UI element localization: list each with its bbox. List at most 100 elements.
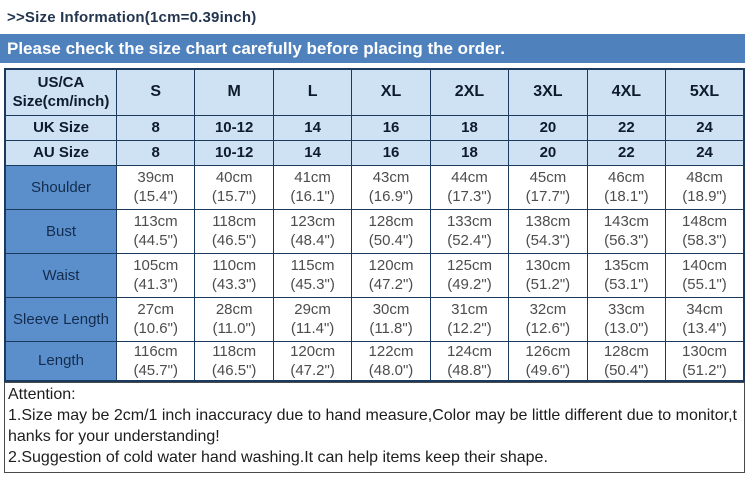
measurement-cell: 118cm (46.5") — [194, 340, 274, 381]
measurement-inch-value: (18.1") — [604, 188, 649, 205]
measurement-inch-value: (15.4") — [133, 188, 178, 205]
measurement-inch-value: (44.5") — [133, 232, 178, 249]
measurement-inch-value: (45.3") — [290, 276, 335, 293]
measurement-cell: 41cm (16.1") — [272, 164, 353, 210]
size-column-header: XL — [351, 68, 431, 116]
region-size-row: UK Size 8 10-12 14 16 18 20 22 24 — [4, 114, 745, 141]
size-column-header: 5XL — [665, 68, 745, 116]
measurement-cell: 30cm (11.8") — [351, 296, 431, 342]
measurement-row: Length 116cm (45.7") 118cm (46.5") 120cm (47.2… — [4, 340, 745, 381]
size-table-body: UK Size 8 10-12 14 16 18 20 22 24 AU Size 8 10-12 14… — [4, 114, 745, 381]
measurement-cm-value: 116cm — [133, 342, 178, 360]
measurement-inch-value: (10.6") — [133, 320, 178, 337]
measurement-cell: 34cm (13.4") — [665, 296, 745, 342]
region-size-cell: 8 — [115, 114, 196, 141]
measurement-inch-value: (11.4") — [290, 320, 335, 337]
attention-note-1: 1.Size may be 2cm/1 inch inaccuracy due … — [8, 406, 737, 445]
measurement-cell: 39cm (15.4") — [115, 164, 196, 210]
measurement-inch-value: (48.4") — [290, 232, 335, 249]
measurement-cm-value: 130cm — [525, 257, 571, 274]
measurement-cm-value: 128cm — [368, 213, 414, 230]
measurement-cm-value: 130cm — [682, 342, 728, 360]
corner-header-line: US/CA — [37, 74, 85, 92]
measurement-cm-value: 133cm — [446, 213, 492, 230]
measurement-cell: 48cm (18.9") — [665, 164, 745, 210]
measurement-cm-value: 113cm — [133, 213, 178, 230]
measurement-row: Waist 105cm (41.3") 110cm (43.3") 115cm (45.3"… — [4, 252, 745, 298]
attention-heading: Attention: — [8, 385, 76, 403]
measurement-cell: 43cm (16.9") — [351, 164, 431, 210]
region-size-row: AU Size 8 10-12 14 16 18 20 22 24 — [4, 139, 745, 166]
measurement-cm-value: 44cm — [451, 169, 488, 186]
measurement-inch-value: (18.9") — [682, 188, 727, 205]
measurement-inch-value: (58.3") — [682, 232, 727, 249]
measurement-cm-value: 29cm — [294, 301, 331, 318]
measurement-cm-value: 39cm — [137, 169, 175, 186]
measurement-inch-value: (12.6") — [525, 320, 571, 337]
measurement-cell: 115cm (45.3") — [272, 252, 353, 298]
measurement-cell: 45cm (17.7") — [508, 164, 588, 210]
measurement-inch-value: (50.4") — [368, 232, 414, 249]
region-size-cell: 14 — [272, 114, 353, 141]
measurement-inch-value: (17.7") — [525, 188, 571, 205]
size-column-header: 3XL — [508, 68, 588, 116]
measurement-inch-value: (11.0") — [212, 320, 256, 337]
measurement-cm-value: 125cm — [446, 257, 492, 274]
attention-note-2: 2.Suggestion of cold water hand washing.… — [8, 448, 548, 466]
measurement-cell: 28cm (11.0") — [194, 296, 274, 342]
measurement-inch-value: (46.5") — [211, 232, 257, 249]
measurement-cell: 138cm (54.3") — [508, 208, 588, 254]
measurement-cm-value: 41cm — [294, 169, 331, 186]
measurement-cell: 120cm (47.2") — [272, 340, 353, 381]
measurement-cm-value: 31cm — [451, 301, 488, 318]
region-row-label: UK Size — [4, 114, 117, 141]
measurement-inch-value: (48.0") — [368, 361, 414, 379]
measurement-inch-value: (47.2") — [290, 361, 335, 379]
measurement-cm-value: 30cm — [372, 301, 410, 318]
measurement-cell: 110cm (43.3") — [194, 252, 274, 298]
region-size-cell: 10-12 — [194, 139, 274, 166]
measurement-cell: 40cm (15.7") — [194, 164, 274, 210]
measurement-cell: 31cm (12.2") — [429, 296, 510, 342]
region-size-cell: 20 — [508, 139, 588, 166]
measurement-inch-value: (49.2") — [447, 276, 492, 293]
measurement-inch-value: (13.0") — [604, 320, 649, 337]
measurement-cell: 130cm (51.2") — [665, 340, 745, 381]
measurement-cm-value: 128cm — [603, 342, 649, 360]
region-size-cell: 18 — [429, 114, 510, 141]
measurement-cell: 148cm (58.3") — [665, 208, 745, 254]
measurement-cell: 44cm (17.3") — [429, 164, 510, 210]
measurement-inch-value: (43.3") — [211, 276, 257, 293]
size-column-header: 4XL — [586, 68, 667, 116]
region-size-cell: 8 — [115, 139, 196, 166]
region-size-cell: 14 — [272, 139, 353, 166]
size-column-header: S — [115, 68, 196, 116]
region-size-cell: 10-12 — [194, 114, 274, 141]
size-column-header: 2XL — [429, 68, 510, 116]
region-size-cell: 18 — [429, 139, 510, 166]
measurement-cm-value: 138cm — [525, 213, 571, 230]
measurement-row-label: Bust — [4, 208, 117, 254]
measurement-cell: 27cm (10.6") — [115, 296, 196, 342]
measurement-cm-value: 40cm — [215, 169, 253, 186]
measurement-cm-value: 135cm — [603, 257, 649, 274]
measurement-row-label: Shoulder — [4, 164, 117, 210]
measurement-row-label: Length — [4, 340, 117, 381]
measurement-inch-value: (54.3") — [525, 232, 571, 249]
measurement-row: Bust 113cm (44.5") 118cm (46.5") 123cm (48.4")… — [4, 208, 745, 254]
measurement-cell: 113cm (44.5") — [115, 208, 196, 254]
measurement-inch-value: (49.6") — [525, 361, 571, 379]
measurement-inch-value: (52.4") — [447, 232, 492, 249]
measurement-inch-value: (12.2") — [447, 320, 492, 337]
measurement-cm-value: 148cm — [682, 213, 728, 230]
measurement-cell: 33cm (13.0") — [586, 296, 667, 342]
measurement-inch-value: (51.2") — [525, 276, 571, 293]
size-table: US/CA Size(cm/inch) S M L XL 2XL 3XL 4XL 5XL UK S… — [4, 68, 745, 382]
measurement-inch-value: (15.7") — [211, 188, 257, 205]
measurement-row: Sleeve Length 27cm (10.6") 28cm (11.0") 29cm (… — [4, 296, 745, 342]
measurement-inch-value: (16.9") — [368, 188, 414, 205]
measurement-cell: 128cm (50.4") — [351, 208, 431, 254]
measurement-cell: 46cm (18.1") — [586, 164, 667, 210]
measurement-cell: 128cm (50.4") — [586, 340, 667, 381]
measurement-inch-value: (50.4") — [604, 361, 649, 379]
